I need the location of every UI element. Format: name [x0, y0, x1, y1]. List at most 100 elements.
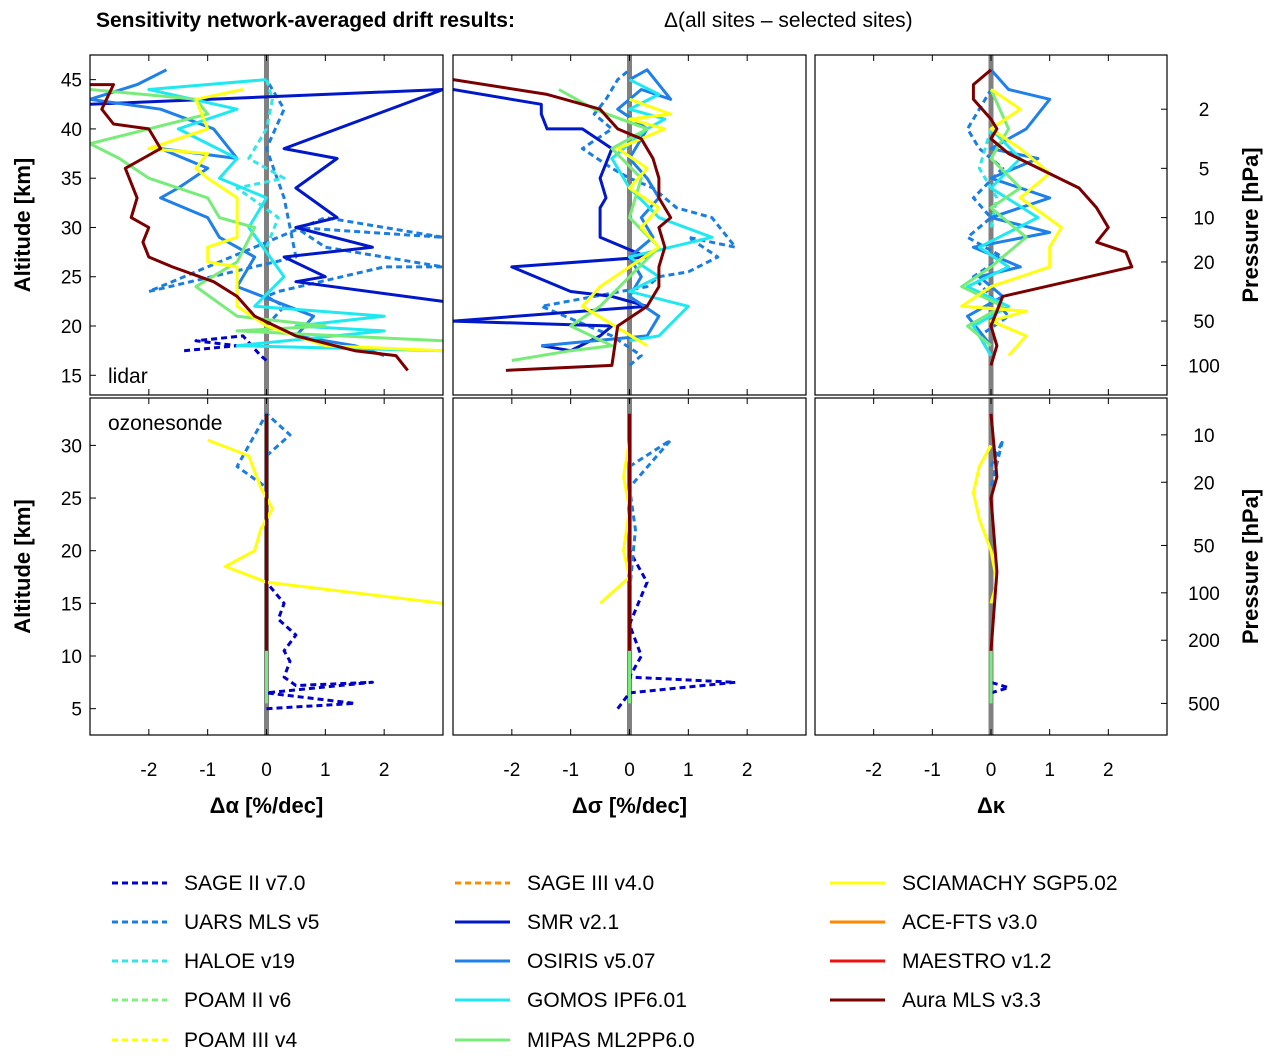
series-sciamachy-sgp5-02 — [208, 440, 443, 603]
y-tick-label: 15 — [61, 366, 82, 387]
x-tick-label: 2 — [1103, 760, 1114, 781]
legend-label: GOMOS IPF6.01 — [527, 989, 687, 1012]
x-tick-label: -2 — [140, 760, 157, 781]
pressure-tick-label: 5 — [1199, 159, 1210, 180]
y-tick-label: 15 — [61, 594, 82, 615]
y-tick-label: 5 — [71, 700, 82, 721]
figure-subtitle: Δ(all sites – selected sites) — [664, 9, 913, 32]
legend-entry-mipas-ml2pp6-0: MIPAS ML2PP6.0 — [455, 1029, 695, 1052]
x-tick-label: 2 — [742, 760, 753, 781]
legend-label: SCIAMACHY SGP5.02 — [902, 872, 1118, 895]
legend-label: POAM II v6 — [184, 989, 291, 1012]
pressure-tick-label: 50 — [1193, 536, 1214, 557]
pressure-tick-label: 20 — [1193, 473, 1214, 494]
altitude-axis-label: Altitude [km] — [10, 158, 35, 292]
x-tick-label: 0 — [261, 760, 272, 781]
legend-entry-osiris-v5-07: OSIRIS v5.07 — [455, 950, 655, 973]
x-tick-label: -2 — [865, 760, 882, 781]
series-aura-mls-v3-3 — [973, 70, 1131, 366]
pressure-tick-label: 10 — [1193, 426, 1214, 447]
altitude-axis-label: Altitude [km] — [10, 499, 35, 633]
legend-label: MAESTRO v1.2 — [902, 950, 1051, 973]
legend-label: HALOE v19 — [184, 950, 295, 973]
pressure-tick-label: 20 — [1193, 253, 1214, 274]
series-group — [600, 414, 735, 709]
legend-label: SAGE III v4.0 — [527, 872, 654, 895]
y-tick-label: 30 — [61, 218, 82, 239]
y-tick-label: 20 — [61, 542, 82, 563]
x-tick-label: 1 — [683, 760, 694, 781]
series-sciamachy-sgp5-02 — [149, 90, 443, 351]
y-tick-label: 35 — [61, 169, 82, 190]
y-tick-label: 40 — [61, 120, 82, 141]
panel-lidar: 15 20 25 30 35 40 45 Altitude [km] lidar — [10, 55, 443, 395]
series-sage-ii-v7-0 — [618, 551, 736, 709]
pressure-tick-label: 100 — [1188, 356, 1220, 377]
x-axis-label: Δα [%/dec] — [210, 793, 324, 818]
legend-label: ACE-FTS v3.0 — [902, 911, 1037, 934]
series-uars-mls-v5 — [630, 440, 671, 593]
panel-ozonesonde: -2 -1 0 1 2 10 20 50 100 200 500 Pressure [hPa] Δκ — [815, 398, 1263, 818]
series-sage-ii-v7-0 — [184, 336, 266, 361]
series-group — [453, 70, 735, 371]
legend-label: SAGE II v7.0 — [184, 872, 305, 895]
pressure-axis-label: Pressure [hPa] — [1238, 147, 1263, 302]
pressure-tick-label: 100 — [1188, 584, 1220, 605]
legend-entry-maestro-v1-2: MAESTRO v1.2 — [830, 950, 1051, 973]
series-haloe-v19 — [237, 80, 284, 248]
y-tick-label: 20 — [61, 317, 82, 338]
x-tick-label: 1 — [1044, 760, 1055, 781]
legend-label: POAM III v4 — [184, 1029, 298, 1052]
pressure-tick-label: 50 — [1193, 312, 1214, 333]
legend-entry-sage-ii-v7-0: SAGE II v7.0 — [112, 872, 305, 895]
legend-entry-poam-ii-v6: POAM II v6 — [112, 989, 291, 1012]
legend-entry-uars-mls-v5: UARS MLS v5 — [112, 911, 319, 934]
panel-annotation: ozonesonde — [108, 412, 222, 435]
series-osiris-v5-07 — [541, 70, 670, 346]
legend-entry-haloe-v19: HALOE v19 — [112, 950, 295, 973]
pressure-tick-label: 2 — [1199, 100, 1210, 121]
legend-entry-ace-fts-v3-0: ACE-FTS v3.0 — [830, 911, 1037, 934]
pressure-tick-label: 10 — [1193, 209, 1214, 230]
legend: SAGE II v7.0 UARS MLS v5 HALOE v19 POAM II … — [112, 872, 1118, 1052]
series-uars-mls-v5 — [237, 414, 290, 488]
pressure-tick-label: 500 — [1188, 694, 1220, 715]
series-sciamachy-sgp5-02 — [600, 440, 629, 603]
series-uars-mls-v5 — [541, 70, 735, 366]
x-tick-label: 0 — [624, 760, 635, 781]
legend-label: MIPAS ML2PP6.0 — [527, 1029, 695, 1052]
legend-entry-gomos-ipf6-01: GOMOS IPF6.01 — [455, 989, 687, 1012]
y-tick-label: 10 — [61, 647, 82, 668]
panel-annotation: lidar — [108, 365, 148, 388]
x-tick-label: 1 — [320, 760, 331, 781]
figure-title: Sensitivity network-averaged drift resul… — [96, 9, 515, 32]
x-axis-label: Δκ — [977, 793, 1006, 818]
panel-ozonesonde: -2 -1 0 1 2 Δσ [%/dec] — [453, 398, 806, 818]
pressure-axis-label: Pressure [hPa] — [1238, 489, 1263, 644]
panel-lidar — [453, 55, 806, 395]
y-tick-label: 45 — [61, 71, 82, 92]
x-tick-label: -1 — [924, 760, 941, 781]
series-sage-ii-v7-0 — [991, 682, 1009, 693]
legend-entry-smr-v2-1: SMR v2.1 — [455, 911, 619, 934]
legend-label: Aura MLS v3.3 — [902, 989, 1041, 1012]
legend-label: OSIRIS v5.07 — [527, 950, 655, 973]
x-tick-label: 2 — [379, 760, 390, 781]
legend-label: SMR v2.1 — [527, 911, 619, 934]
x-tick-label: -1 — [199, 760, 216, 781]
y-tick-label: 25 — [61, 268, 82, 289]
x-tick-label: 0 — [986, 760, 997, 781]
x-axis-label: Δσ [%/dec] — [572, 793, 687, 818]
y-tick-label: 25 — [61, 489, 82, 510]
series-sage-ii-v7-0 — [267, 582, 373, 708]
y-tick-label: 30 — [61, 436, 82, 457]
legend-entry-poam-iii-v4: POAM III v4 — [112, 1029, 298, 1052]
x-tick-label: -1 — [562, 760, 579, 781]
x-tick-label: -2 — [503, 760, 520, 781]
panel-lidar: 2 5 10 20 50 100 Pressure [hPa] — [815, 55, 1263, 395]
legend-entry-aura-mls-v3-3: Aura MLS v3.3 — [830, 989, 1041, 1012]
legend-entry-sciamachy-sgp5-02: SCIAMACHY SGP5.02 — [830, 872, 1118, 895]
